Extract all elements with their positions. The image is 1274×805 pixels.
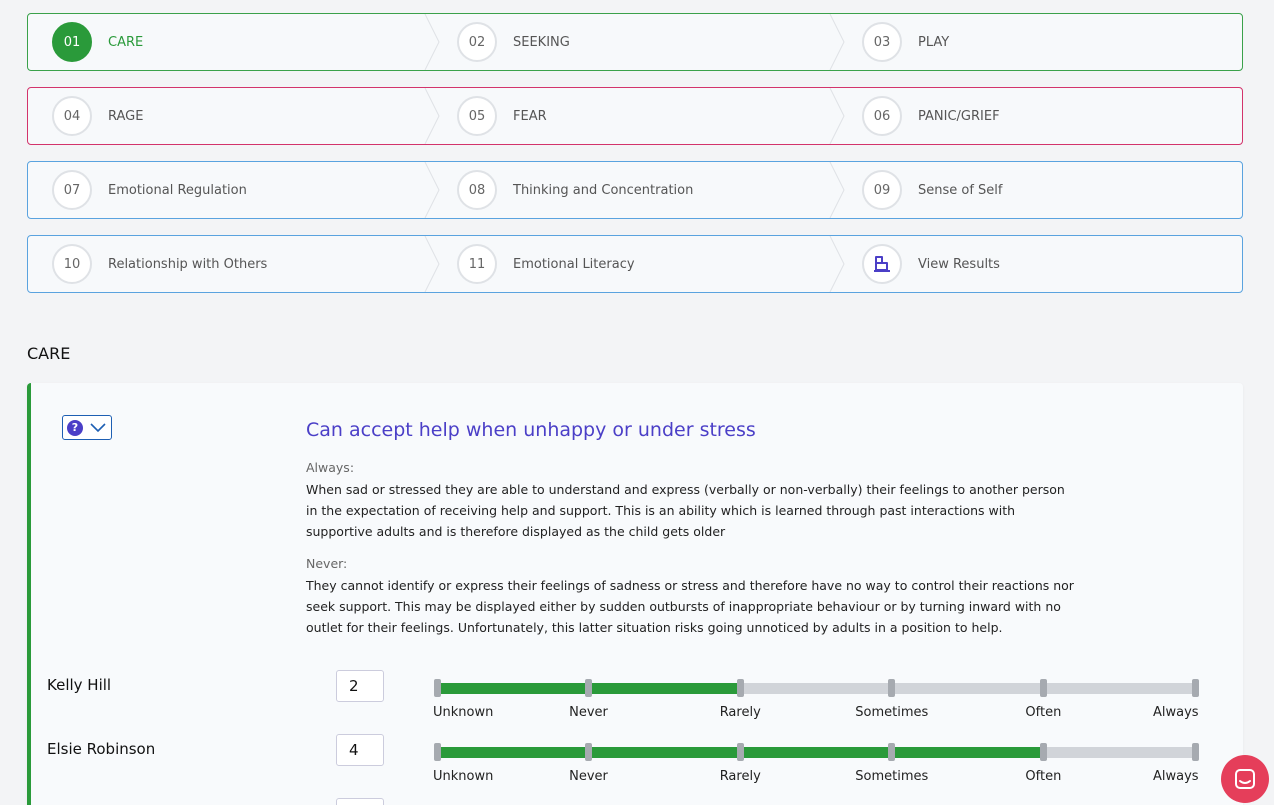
question-title: Can accept help when unhappy or under st… (306, 419, 756, 441)
step-panic-grief[interactable]: 06 PANIC/GRIEF (838, 88, 1242, 144)
step-number: 06 (862, 96, 902, 136)
step-play[interactable]: 03 PLAY (838, 14, 1242, 70)
chevron-right-icon (829, 14, 845, 70)
scale-label: Never (569, 769, 608, 784)
never-label: Never: (306, 556, 348, 571)
score-input[interactable]: 4 (336, 734, 384, 766)
scale-label: Often (1025, 769, 1062, 784)
slider-tick[interactable] (736, 743, 744, 761)
step-number: 01 (52, 22, 92, 62)
chat-icon (1235, 769, 1255, 789)
slider-tick[interactable] (585, 743, 593, 761)
scale-label: Rarely (719, 705, 761, 720)
slider-tick[interactable] (1191, 679, 1199, 697)
scale-label: Always (1153, 705, 1199, 720)
step-seeking[interactable]: 02 SEEKING (433, 14, 845, 70)
chevron-right-icon (424, 88, 440, 144)
rating-slider[interactable] (433, 676, 1199, 697)
chevron-right-icon (829, 162, 845, 218)
section-title: CARE (27, 344, 71, 363)
slider-tick[interactable] (433, 743, 441, 761)
help-toggle-button[interactable]: ? (62, 415, 112, 440)
results-icon (862, 244, 902, 284)
step-label: Thinking and Concentration (513, 182, 694, 198)
step-label: FEAR (513, 108, 547, 124)
step-label: View Results (918, 256, 1000, 272)
slider-tick[interactable] (585, 679, 593, 697)
always-description: When sad or stressed they are able to un… (306, 482, 1065, 539)
step-thinking-concentration[interactable]: 08 Thinking and Concentration (433, 162, 845, 218)
scale-label: Rarely (719, 769, 761, 784)
step-number: 09 (862, 170, 902, 210)
chevron-down-icon (90, 422, 106, 432)
slider-track (437, 683, 1195, 694)
step-number: 07 (52, 170, 92, 210)
slider-tick[interactable] (1039, 679, 1047, 697)
step-label: Emotional Literacy (513, 256, 635, 272)
chevron-right-icon (424, 236, 440, 292)
step-care[interactable]: 01 CARE (28, 14, 440, 70)
step-number: 11 (457, 244, 497, 284)
slider-tick[interactable] (888, 679, 896, 697)
step-row-4: 10 Relationship with Others 11 Emotional… (27, 235, 1243, 293)
step-number: 10 (52, 244, 92, 284)
score-input[interactable]: 2 (336, 670, 384, 702)
scale-labels: Unknown Never Rarely Sometimes Often Always (433, 705, 1199, 723)
slider-tick[interactable] (736, 679, 744, 697)
step-label: SEEKING (513, 34, 570, 50)
step-label: PANIC/GRIEF (918, 108, 1000, 124)
slider-tick[interactable] (1191, 743, 1199, 761)
step-label: Emotional Regulation (108, 182, 247, 198)
step-view-results[interactable]: View Results (838, 236, 1242, 292)
step-number: 08 (457, 170, 497, 210)
scale-label: Unknown (433, 705, 494, 720)
step-fear[interactable]: 05 FEAR (433, 88, 845, 144)
student-name: Kelly Hill (47, 676, 112, 694)
step-number: 03 (862, 22, 902, 62)
score-input[interactable] (336, 798, 384, 805)
step-label: RAGE (108, 108, 144, 124)
question-card: ? Can accept help when unhappy or under … (27, 383, 1243, 805)
step-row-3: 07 Emotional Regulation 08 Thinking and … (27, 161, 1243, 219)
scale-label: Never (569, 705, 608, 720)
step-label: CARE (108, 34, 144, 50)
never-description: They cannot identify or express their fe… (306, 578, 1074, 635)
step-emotional-literacy[interactable]: 11 Emotional Literacy (433, 236, 845, 292)
slider-tick[interactable] (888, 743, 896, 761)
step-label: Sense of Self (918, 182, 1003, 198)
step-number: 05 (457, 96, 497, 136)
step-rage[interactable]: 04 RAGE (28, 88, 440, 144)
scale-labels: Unknown Never Rarely Sometimes Often Always (433, 769, 1199, 787)
chevron-right-icon (424, 14, 440, 70)
step-label: Relationship with Others (108, 256, 268, 272)
always-label: Always: (306, 460, 355, 475)
step-label: PLAY (918, 34, 950, 50)
step-number: 02 (457, 22, 497, 62)
chevron-right-icon (424, 162, 440, 218)
scale-label: Often (1025, 705, 1062, 720)
chevron-right-icon (829, 236, 845, 292)
rating-slider[interactable] (433, 740, 1199, 761)
slider-tick[interactable] (1039, 743, 1047, 761)
scale-label: Always (1153, 769, 1199, 784)
step-emotional-regulation[interactable]: 07 Emotional Regulation (28, 162, 440, 218)
step-relationship-with-others[interactable]: 10 Relationship with Others (28, 236, 440, 292)
scale-label: Sometimes (855, 705, 929, 720)
slider-tick[interactable] (433, 679, 441, 697)
scale-label: Unknown (433, 769, 494, 784)
step-sense-of-self[interactable]: 09 Sense of Self (838, 162, 1242, 218)
step-row-1: 01 CARE 02 SEEKING 03 PLAY (27, 13, 1243, 71)
question-mark-icon: ? (67, 419, 83, 436)
chevron-right-icon (829, 88, 845, 144)
step-row-2: 04 RAGE 05 FEAR 06 PANIC/GRIEF (27, 87, 1243, 145)
chat-button[interactable] (1221, 755, 1269, 803)
scale-label: Sometimes (855, 769, 929, 784)
student-name: Elsie Robinson (47, 740, 156, 758)
step-number: 04 (52, 96, 92, 136)
